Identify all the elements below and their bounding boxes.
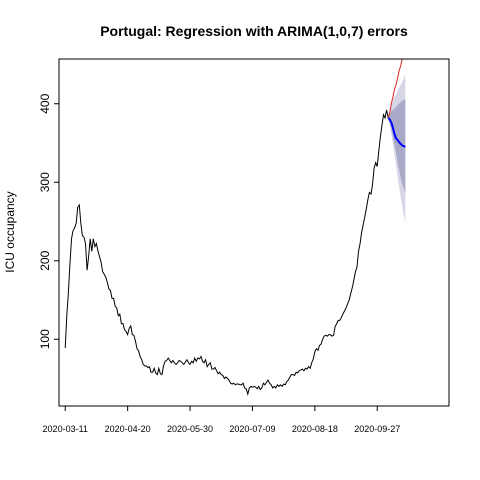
forecast-band-80 (388, 99, 406, 194)
y-axis-label: ICU occupancy (3, 191, 17, 272)
y-tick-label: 200 (38, 250, 52, 270)
x-tick-label: 2020-03-11 (43, 424, 88, 434)
y-tick-label: 100 (38, 329, 52, 349)
plot-frame (58, 58, 450, 407)
forecast-bands (388, 73, 406, 224)
actual-line (387, 58, 403, 119)
x-tick-label: 2020-04-20 (105, 424, 151, 434)
y-tick-label: 400 (38, 93, 52, 113)
y-axis: 100 200 300 400 (38, 93, 59, 349)
forecast-line (387, 117, 406, 148)
x-axis: 2020-03-11 2020-04-20 2020-05-30 2020-07-09… (43, 406, 400, 434)
x-tick-label: 2020-05-30 (167, 424, 213, 434)
observed-line (64, 109, 389, 397)
chart-title: Portugal: Regression with ARIMA(1,0,7) e… (100, 23, 408, 39)
x-tick-label: 2020-08-18 (292, 424, 338, 434)
x-tick-label: 2020-07-09 (229, 424, 275, 434)
series-lines (64, 58, 406, 397)
x-tick-label: 2020-09-27 (354, 424, 400, 434)
y-tick-label: 300 (38, 172, 52, 192)
